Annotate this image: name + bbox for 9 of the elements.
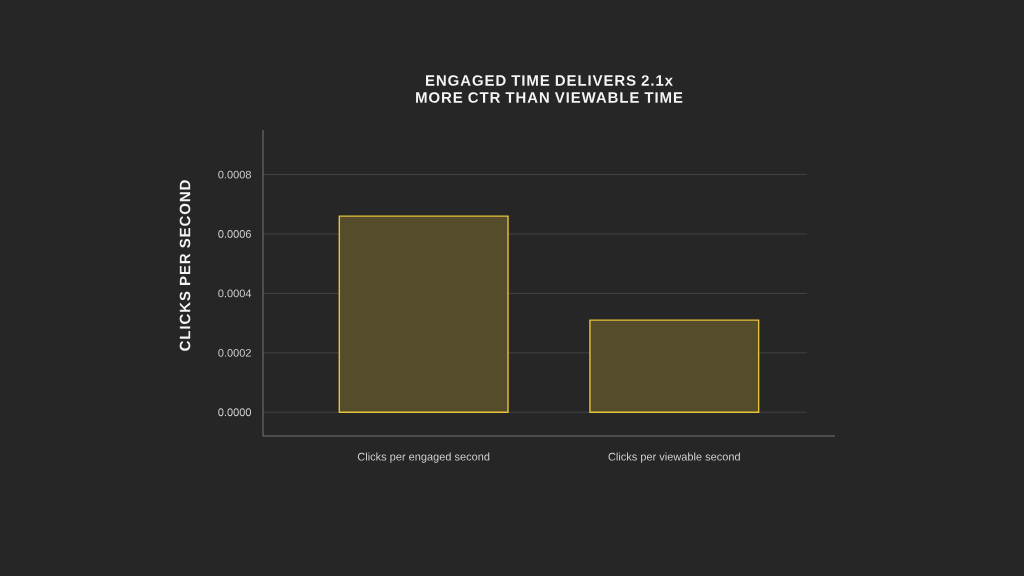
x-tick-label: Clicks per viewable second bbox=[608, 452, 740, 463]
y-tick-label: 0.0000 bbox=[218, 408, 252, 417]
y-tick-label: 0.0008 bbox=[218, 170, 251, 179]
chart-title: ENGAGED TIME DELIVERS 2.1x MORE CTR THAN VIEWABLE TIME bbox=[416, 75, 683, 103]
y-tick-label: 0.0004 bbox=[218, 289, 252, 298]
y-tick-label: 0.0002 bbox=[218, 348, 251, 357]
x-tick-label: Clicks per engaged second bbox=[357, 452, 490, 463]
y-tick-label: 0.0006 bbox=[218, 230, 251, 238]
y-axis-title: CLICKS PER SECOND bbox=[179, 180, 191, 351]
